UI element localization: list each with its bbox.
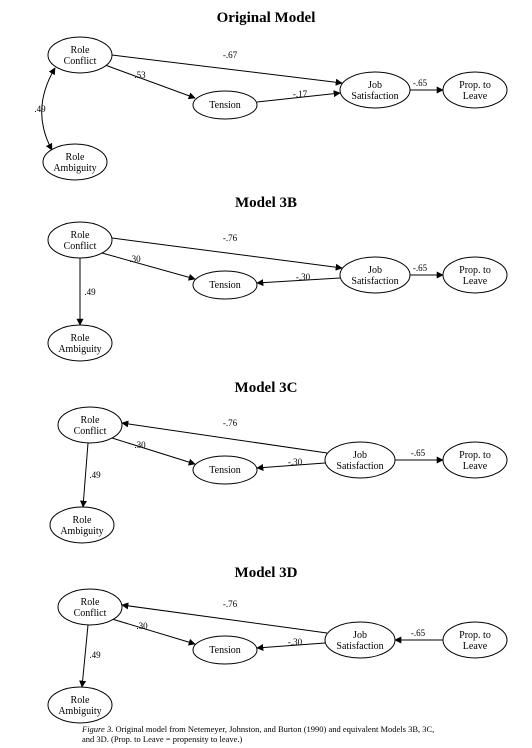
node-rc-label1: Role: [71, 45, 90, 56]
node-ra: RoleAmbiguity: [50, 507, 114, 543]
node-ten: Tension: [193, 636, 257, 664]
node-rc-label1: Role: [81, 415, 100, 426]
edge-label: .49: [84, 287, 96, 297]
node-ptl-label2: Leave: [463, 276, 488, 287]
edge-label: -.65: [413, 78, 428, 88]
edge-label: -.30: [288, 457, 303, 467]
node-ra: RoleAmbiguity: [48, 325, 112, 361]
edge-rc-ten: [112, 438, 195, 464]
node-js-label2: Satisfaction: [351, 91, 398, 102]
node-js-label2: Satisfaction: [336, 641, 383, 652]
node-js-label2: Satisfaction: [351, 276, 398, 287]
edge-label: .53: [134, 70, 146, 80]
edge-js-rc: [122, 605, 327, 633]
node-ten: Tension: [193, 91, 257, 119]
edge-label: .30: [136, 621, 148, 631]
node-rc-label1: Role: [71, 230, 90, 241]
node-ra-label2: Ambiguity: [60, 526, 103, 537]
edge-label: -.65: [413, 263, 428, 273]
node-ptl-label2: Leave: [463, 641, 488, 652]
edge-label: .30: [134, 440, 146, 450]
edge-label: -.30: [296, 272, 311, 282]
panel-m3b: Model 3B-.76.30-.30-.65.49RoleConflictRo…: [48, 195, 507, 361]
edge-rc-ra: [83, 443, 88, 507]
node-ra: RoleAmbiguity: [43, 144, 107, 180]
edge-label: .30: [129, 254, 141, 264]
node-rc: RoleConflict: [58, 407, 122, 443]
edge-rc-ten: [105, 65, 195, 98]
node-ra-label2: Ambiguity: [53, 163, 96, 174]
edge-label: -.30: [288, 637, 303, 647]
figure-diagram: Original Model-.67.53-.17-.65.49RoleConf…: [0, 0, 532, 748]
node-ten: Tension: [193, 456, 257, 484]
node-js: JobSatisfaction: [340, 72, 410, 108]
node-ra-label1: Role: [73, 515, 92, 526]
node-rc: RoleConflict: [58, 589, 122, 625]
panel-title: Model 3D: [235, 565, 298, 581]
panel-title: Model 3B: [235, 195, 297, 211]
edge-label: .49: [89, 650, 101, 660]
node-js: JobSatisfaction: [325, 442, 395, 478]
node-ra-label1: Role: [71, 695, 90, 706]
node-ten-label: Tension: [209, 280, 241, 291]
node-ten-label: Tension: [209, 645, 241, 656]
node-js-label1: Job: [353, 450, 367, 461]
node-rc-label2: Conflict: [64, 56, 97, 67]
figure-caption-line1: Figure 3. Original model from Netemeyer,…: [81, 724, 434, 734]
node-js-label2: Satisfaction: [336, 461, 383, 472]
node-ten-label: Tension: [209, 465, 241, 476]
node-ten-label: Tension: [209, 100, 241, 111]
node-ten: Tension: [193, 271, 257, 299]
node-rc-label2: Conflict: [64, 241, 97, 252]
node-ptl-label1: Prop. to: [459, 265, 491, 276]
edge-label: .49: [89, 470, 101, 480]
nodes: RoleConflictRoleAmbiguityTensionJobSatis…: [48, 589, 507, 723]
node-js-label1: Job: [368, 80, 382, 91]
edge-label: -.67: [223, 50, 238, 60]
edge-label: -.65: [411, 628, 426, 638]
nodes: RoleConflictRoleAmbiguityTensionJobSatis…: [50, 407, 507, 543]
node-ra-label2: Ambiguity: [58, 344, 101, 355]
node-ra-label2: Ambiguity: [58, 706, 101, 717]
panel-title: Original Model: [217, 10, 316, 26]
panel-m3c: Model 3C-.76.30-.30-.65.49RoleConflictRo…: [50, 380, 507, 543]
node-rc-label2: Conflict: [74, 608, 107, 619]
panel-original: Original Model-.67.53-.17-.65.49RoleConf…: [34, 10, 507, 180]
edge-label: .49: [34, 104, 46, 114]
node-js: JobSatisfaction: [325, 622, 395, 658]
node-ra: RoleAmbiguity: [48, 687, 112, 723]
node-js: JobSatisfaction: [340, 257, 410, 293]
node-ptl-label1: Prop. to: [459, 630, 491, 641]
edge-rc-ra: [82, 625, 88, 687]
node-ptl: Prop. toLeave: [443, 257, 507, 293]
node-ptl-label2: Leave: [463, 91, 488, 102]
nodes: RoleConflictRoleAmbiguityTensionJobSatis…: [43, 37, 507, 180]
node-rc: RoleConflict: [48, 37, 112, 73]
node-ptl: Prop. toLeave: [443, 442, 507, 478]
node-ptl-label1: Prop. to: [459, 450, 491, 461]
node-ptl: Prop. toLeave: [443, 72, 507, 108]
node-rc: RoleConflict: [48, 222, 112, 258]
node-rc-label2: Conflict: [74, 426, 107, 437]
figure-caption-line2: and 3D. (Prop. to Leave = propensity to …: [82, 734, 243, 744]
node-js-label1: Job: [368, 265, 382, 276]
node-js-label1: Job: [353, 630, 367, 641]
node-ptl: Prop. toLeave: [443, 622, 507, 658]
edge-rc-ten: [112, 619, 195, 644]
panel-m3d: Model 3D-.76.30-.30-.65.49RoleConflictRo…: [48, 565, 507, 723]
node-ra-label1: Role: [71, 333, 90, 344]
edge-label: -.76: [223, 418, 238, 428]
edge-label: -.76: [223, 233, 238, 243]
node-rc-label1: Role: [81, 597, 100, 608]
edge-label: -.76: [223, 599, 238, 609]
node-ra-label1: Role: [66, 152, 85, 163]
edge-label: -.17: [293, 89, 308, 99]
panel-title: Model 3C: [235, 380, 298, 396]
edge-label: -.65: [411, 448, 426, 458]
edge-rc-ten: [102, 253, 195, 279]
nodes: RoleConflictRoleAmbiguityTensionJobSatis…: [48, 222, 507, 361]
node-ptl-label2: Leave: [463, 461, 488, 472]
node-ptl-label1: Prop. to: [459, 80, 491, 91]
